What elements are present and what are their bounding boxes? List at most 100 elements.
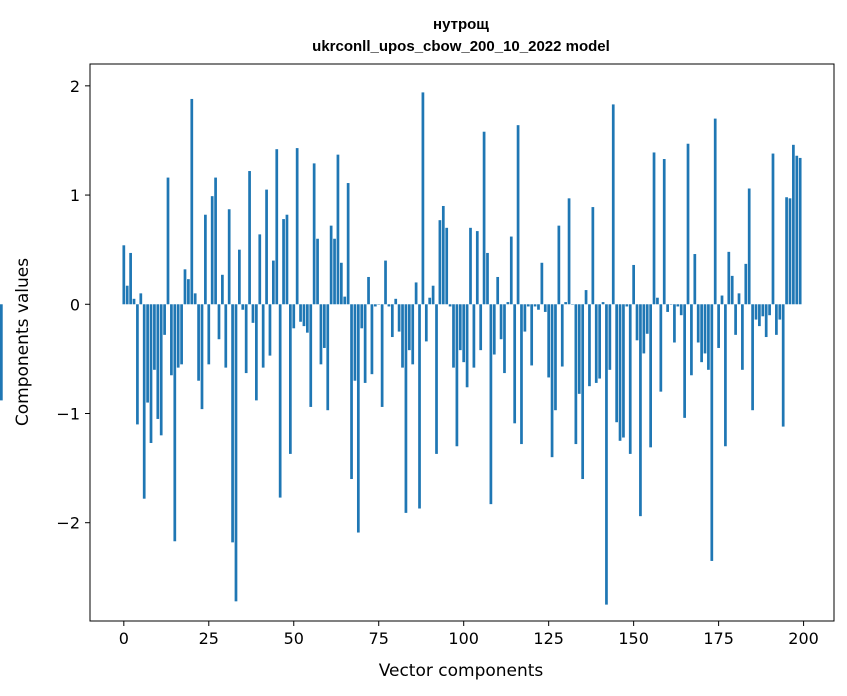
bar <box>615 304 619 423</box>
bar <box>190 98 194 305</box>
bar <box>244 304 248 374</box>
bar <box>690 304 693 376</box>
bar <box>0 304 3 401</box>
bar <box>407 304 411 351</box>
bar <box>649 304 652 448</box>
bar <box>666 304 669 312</box>
bar <box>486 252 489 305</box>
bar <box>319 304 323 365</box>
bar <box>662 159 666 305</box>
x-tick-label: 150 <box>618 629 649 648</box>
bar <box>458 304 462 351</box>
bar <box>353 304 357 381</box>
bar <box>370 304 374 375</box>
bar <box>238 249 241 305</box>
bar <box>530 304 534 366</box>
bar <box>411 304 415 365</box>
y-tick-label: −1 <box>56 404 80 423</box>
bar <box>227 209 231 305</box>
bar <box>771 153 775 305</box>
bar <box>598 304 602 379</box>
bar <box>336 154 340 305</box>
bar <box>734 304 737 335</box>
bar <box>673 304 676 343</box>
bar <box>707 304 710 370</box>
bar <box>387 304 391 307</box>
bar <box>170 304 173 376</box>
bar <box>635 304 639 341</box>
bar <box>255 304 258 401</box>
bar <box>187 279 190 305</box>
bar <box>455 304 459 447</box>
bar <box>499 304 503 340</box>
bar <box>795 155 799 305</box>
bar <box>397 304 401 332</box>
x-tick-label: 75 <box>369 629 389 648</box>
bar <box>526 304 530 307</box>
bar <box>798 157 802 305</box>
bar <box>608 304 612 370</box>
y-tick-label: 0 <box>70 295 80 314</box>
bar <box>282 219 285 305</box>
bar <box>554 304 557 411</box>
bar <box>401 304 404 368</box>
bar <box>492 304 496 355</box>
bar <box>214 177 217 305</box>
bar <box>363 304 367 383</box>
bar <box>509 236 513 305</box>
bar <box>758 304 761 327</box>
x-tick-label: 200 <box>788 629 819 648</box>
bar <box>567 198 571 305</box>
bar <box>326 304 330 411</box>
bar <box>153 304 156 370</box>
bar <box>210 196 214 305</box>
bar <box>632 264 635 305</box>
x-tick-label: 175 <box>703 629 734 648</box>
bar <box>652 152 656 305</box>
bar <box>261 304 265 368</box>
bar <box>591 207 595 305</box>
bar <box>248 171 251 305</box>
bar <box>577 304 581 394</box>
bar <box>173 304 177 542</box>
bar <box>241 304 245 310</box>
bar <box>489 304 493 505</box>
bar <box>125 285 129 305</box>
bar <box>761 304 765 317</box>
bar <box>435 304 438 454</box>
y-axis-ticks: −2 −1 0 1 2 <box>56 77 90 533</box>
bar <box>537 304 540 310</box>
x-tick-label: 0 <box>119 629 129 648</box>
bar <box>268 304 272 356</box>
bar <box>224 304 228 368</box>
bar <box>122 245 126 305</box>
bar <box>781 304 785 427</box>
x-tick-label: 50 <box>284 629 304 648</box>
bar <box>275 149 279 305</box>
bar <box>193 293 197 305</box>
y-tick-label: 1 <box>70 186 80 205</box>
bar <box>469 227 472 305</box>
bar <box>176 304 180 368</box>
bar <box>659 304 663 392</box>
bar <box>132 298 136 305</box>
bar <box>656 297 659 305</box>
bar <box>309 304 313 407</box>
bar <box>679 304 683 316</box>
chart-title: нутрощ <box>433 16 489 33</box>
bar <box>204 214 207 305</box>
bar <box>523 304 527 332</box>
bar <box>414 282 418 305</box>
bar <box>764 304 768 338</box>
bar <box>751 304 754 411</box>
bar <box>159 304 163 436</box>
bar <box>428 297 432 305</box>
bar <box>149 304 153 443</box>
plot-area-frame <box>89 63 835 622</box>
bar <box>258 234 262 305</box>
bar <box>265 189 268 305</box>
bar <box>360 304 364 329</box>
bar <box>550 304 554 458</box>
bar <box>180 304 183 365</box>
x-tick-label: 125 <box>533 629 564 648</box>
